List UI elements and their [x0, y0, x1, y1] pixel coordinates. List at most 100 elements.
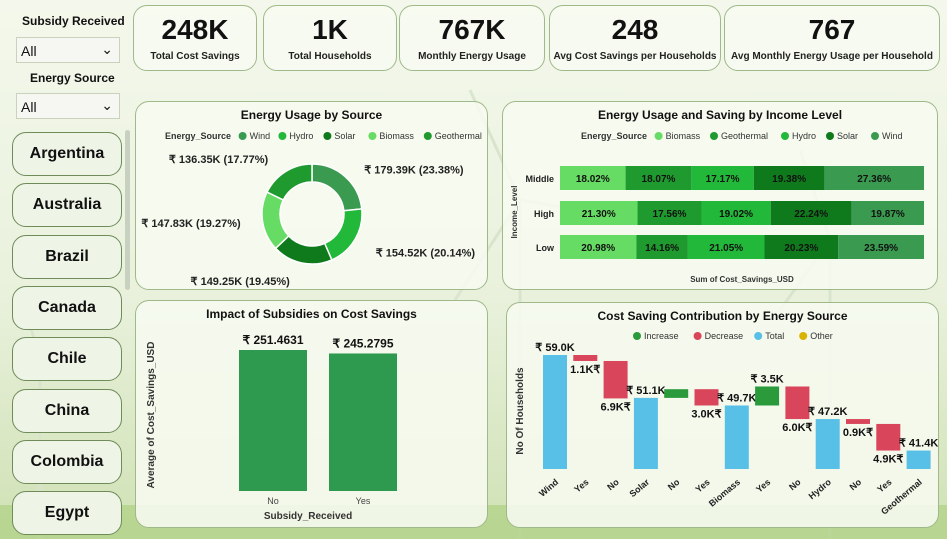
donut-slice-hydro[interactable]	[323, 208, 363, 261]
country-button-brazil[interactable]: Brazil	[12, 234, 122, 279]
legend-marker	[754, 332, 763, 340]
data-label: 6.0K₹	[782, 422, 812, 434]
data-label: ₹ 59.0K	[535, 342, 574, 354]
subsidy-dropdown-value: All	[21, 43, 37, 59]
bar-no[interactable]	[239, 350, 307, 491]
bar-segment-solar[interactable]	[764, 235, 839, 259]
waterfall-bar-decrease[interactable]	[603, 360, 628, 399]
legend-item: Biomass	[379, 131, 414, 141]
country-button-canada[interactable]: Canada	[12, 285, 122, 330]
waterfall-chart: Increase Decrease Total Other No Of Househol…	[515, 331, 938, 517]
tick-label: Hydro	[807, 477, 834, 502]
kpi-card-avg-cost-savings: 248 Avg Cost Savings per Households	[549, 5, 721, 71]
waterfall-bar-total[interactable]	[906, 450, 931, 469]
chart-title: Energy Usage by Source	[240, 108, 383, 122]
bar-segment-geothermal[interactable]	[636, 235, 688, 259]
kpi-value: 248K	[161, 14, 229, 45]
country-button-china[interactable]: China	[12, 388, 122, 433]
waterfall-bar-increase[interactable]	[755, 386, 780, 406]
country-button-egypt[interactable]: Egypt	[12, 491, 122, 536]
tick-label: No	[848, 477, 864, 493]
bar-segment-wind[interactable]	[851, 201, 924, 225]
legend-item: Hydro	[289, 131, 313, 141]
kpi-label: Total Households	[288, 51, 372, 62]
legend: Energy_Source Wind Hydro Solar Biomass Geothe…	[165, 131, 482, 141]
bar-segment-hydro[interactable]	[687, 235, 765, 259]
legend-title: Energy_Source	[165, 131, 231, 141]
x-axis-label: Sum of Cost_Savings_USD	[690, 275, 794, 284]
tick-label: No	[605, 477, 621, 493]
data-label: ₹ 251.4631	[242, 333, 303, 347]
bar-segment-wind[interactable]	[838, 235, 924, 259]
subsidy-dropdown[interactable]: All ⌄	[16, 37, 120, 63]
kpi-label: Monthly Energy Usage	[418, 51, 526, 62]
kpi-label: Avg Monthly Energy Usage per Household	[731, 51, 933, 62]
bar-segment-biomass[interactable]	[560, 235, 637, 259]
tick-label: Biomass	[707, 477, 742, 509]
bar-yes[interactable]	[329, 353, 397, 491]
legend-marker	[781, 132, 789, 140]
legend-marker	[799, 332, 808, 340]
legend-marker	[710, 132, 718, 140]
waterfall-bar-decrease[interactable]	[785, 386, 810, 420]
data-label: 19.38%	[772, 174, 806, 185]
data-label: ₹ 49.7K	[717, 392, 756, 404]
legend-item: Other	[810, 331, 833, 341]
category-label: High	[534, 209, 554, 219]
data-label: ₹ 245.2795	[332, 336, 393, 350]
legend-item: Geothermal	[435, 131, 482, 141]
country-button-australia[interactable]: Australia	[12, 183, 122, 228]
donut-slice-geothermal[interactable]	[266, 163, 313, 201]
data-label: ₹ 179.39K (23.38%)	[364, 164, 464, 176]
bar-segment-biomass[interactable]	[560, 201, 638, 225]
donut-slice-biomass[interactable]	[261, 191, 290, 250]
waterfall-bar-increase[interactable]	[664, 389, 689, 398]
donut-slice-wind[interactable]	[311, 163, 363, 212]
waterfall-bar-decrease[interactable]	[876, 423, 901, 451]
bar-segment-hydro[interactable]	[701, 201, 771, 225]
category-label: Middle	[526, 174, 555, 184]
tick-label: Yes	[875, 477, 893, 495]
country-button-argentina[interactable]: Argentina	[12, 132, 122, 176]
waterfall-bar-total[interactable]	[815, 419, 840, 469]
kpi-label: Avg Cost Savings per Households	[553, 51, 717, 62]
data-label: 6.9K₹	[600, 401, 630, 413]
data-label: ₹ 149.25K (19.45%)	[191, 276, 291, 288]
country-button-colombia[interactable]: Colombia	[12, 439, 122, 484]
kpi-value: 248	[611, 14, 659, 45]
bar-segment-solar[interactable]	[770, 201, 852, 225]
waterfall-bar-decrease[interactable]	[846, 419, 870, 424]
data-label: 21.30%	[582, 209, 616, 220]
bar-segment-solar[interactable]	[753, 166, 825, 190]
bar-segment-hydro[interactable]	[691, 166, 754, 190]
waterfall-bar-decrease[interactable]	[694, 389, 719, 406]
energy-dropdown[interactable]: All ⌄	[16, 93, 120, 119]
energy-dropdown-value: All	[21, 99, 37, 115]
tick-label: Yes	[693, 477, 711, 495]
bar-segment-biomass[interactable]	[560, 166, 626, 190]
tick-label: No	[267, 496, 279, 506]
bar-segment-geothermal[interactable]	[625, 166, 692, 190]
tick-label: No	[666, 477, 682, 493]
chevron-down-icon: ⌄	[101, 41, 113, 57]
bar-segment-wind[interactable]	[824, 166, 924, 190]
waterfall-bar-decrease[interactable]	[573, 355, 598, 361]
kpi-label: Total Cost Savings	[150, 51, 240, 62]
legend-item: Solar	[837, 131, 858, 141]
waterfall-chart-panel: Cost Saving Contribution by Energy Sourc…	[506, 302, 939, 528]
waterfall-bar-total[interactable]	[543, 355, 567, 469]
kpi-card-total-cost-savings: 248K Total Cost Savings	[133, 5, 257, 71]
country-button-chile[interactable]: Chile	[12, 337, 122, 382]
country-scrollbar[interactable]	[125, 130, 130, 290]
waterfall-bar-total[interactable]	[633, 397, 658, 469]
bar-segment-geothermal[interactable]	[637, 201, 702, 225]
legend-marker	[633, 332, 641, 340]
data-label: ₹ 136.35K (17.77%)	[169, 154, 269, 166]
data-label: ₹ 51.1K	[626, 385, 665, 397]
kpi-card-total-households: 1K Total Households	[263, 5, 397, 71]
stacked-bar-chart: Energy_Source Biomass Geothermal Hydro Solar…	[510, 131, 924, 284]
chart-title: Cost Saving Contribution by Energy Sourc…	[597, 309, 848, 323]
legend-marker	[423, 132, 432, 140]
data-label: ₹ 3.5K	[750, 373, 783, 385]
waterfall-bar-total[interactable]	[724, 405, 749, 469]
